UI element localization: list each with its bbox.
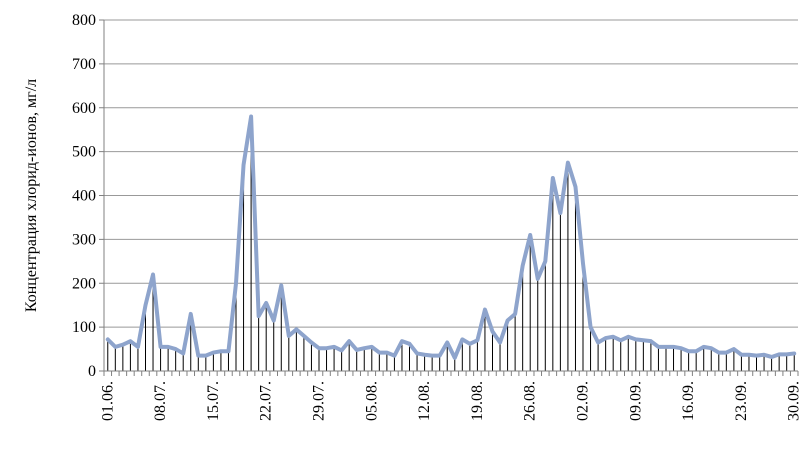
x-tick-labels: 01.06. 08.07. 15.07. 22.07. 29.07. 05.08. 12.0…	[99, 381, 802, 421]
x-tick-label: 19.08.	[469, 381, 486, 421]
gridlines	[104, 19, 798, 328]
axes	[99, 19, 799, 376]
x-tick-label: 08.07.	[152, 381, 169, 421]
x-tick-label: 16.09.	[680, 381, 697, 421]
series-line	[105, 114, 797, 360]
y-tick-labels: 0 100 200 300 400 500 600 700 800	[72, 12, 96, 380]
y-tick-label: 800	[72, 12, 96, 29]
y-tick-label: 200	[72, 275, 96, 292]
drop-lines	[107, 116, 795, 371]
x-tick-label: 09.09.	[627, 381, 644, 421]
y-tick-label: 400	[72, 188, 96, 205]
x-tick-label: 22.07.	[258, 381, 275, 421]
x-tick-label: 30.09.	[786, 381, 803, 421]
y-tick-label: 300	[72, 231, 96, 248]
y-tick-label: 500	[72, 144, 96, 161]
x-tick-label: 02.09.	[575, 381, 592, 421]
y-tick-label: 700	[72, 56, 96, 73]
x-tick-label: 29.07.	[310, 381, 327, 421]
y-axis-title: Концентрация хлорид-ионов, мг/л	[23, 79, 40, 312]
x-tick-label: 01.06.	[99, 381, 116, 421]
x-tick-label: 15.07.	[205, 381, 222, 421]
series-layer	[105, 114, 797, 360]
x-tick-label: 05.08.	[363, 381, 380, 421]
y-tick-label: 600	[72, 100, 96, 117]
y-tick-label: 100	[72, 319, 96, 336]
y-tick-label: 0	[88, 363, 96, 380]
x-tick-label: 23.09.	[733, 381, 750, 421]
x-tick-label: 26.08.	[522, 381, 539, 421]
x-tick-label: 12.08.	[416, 381, 433, 421]
